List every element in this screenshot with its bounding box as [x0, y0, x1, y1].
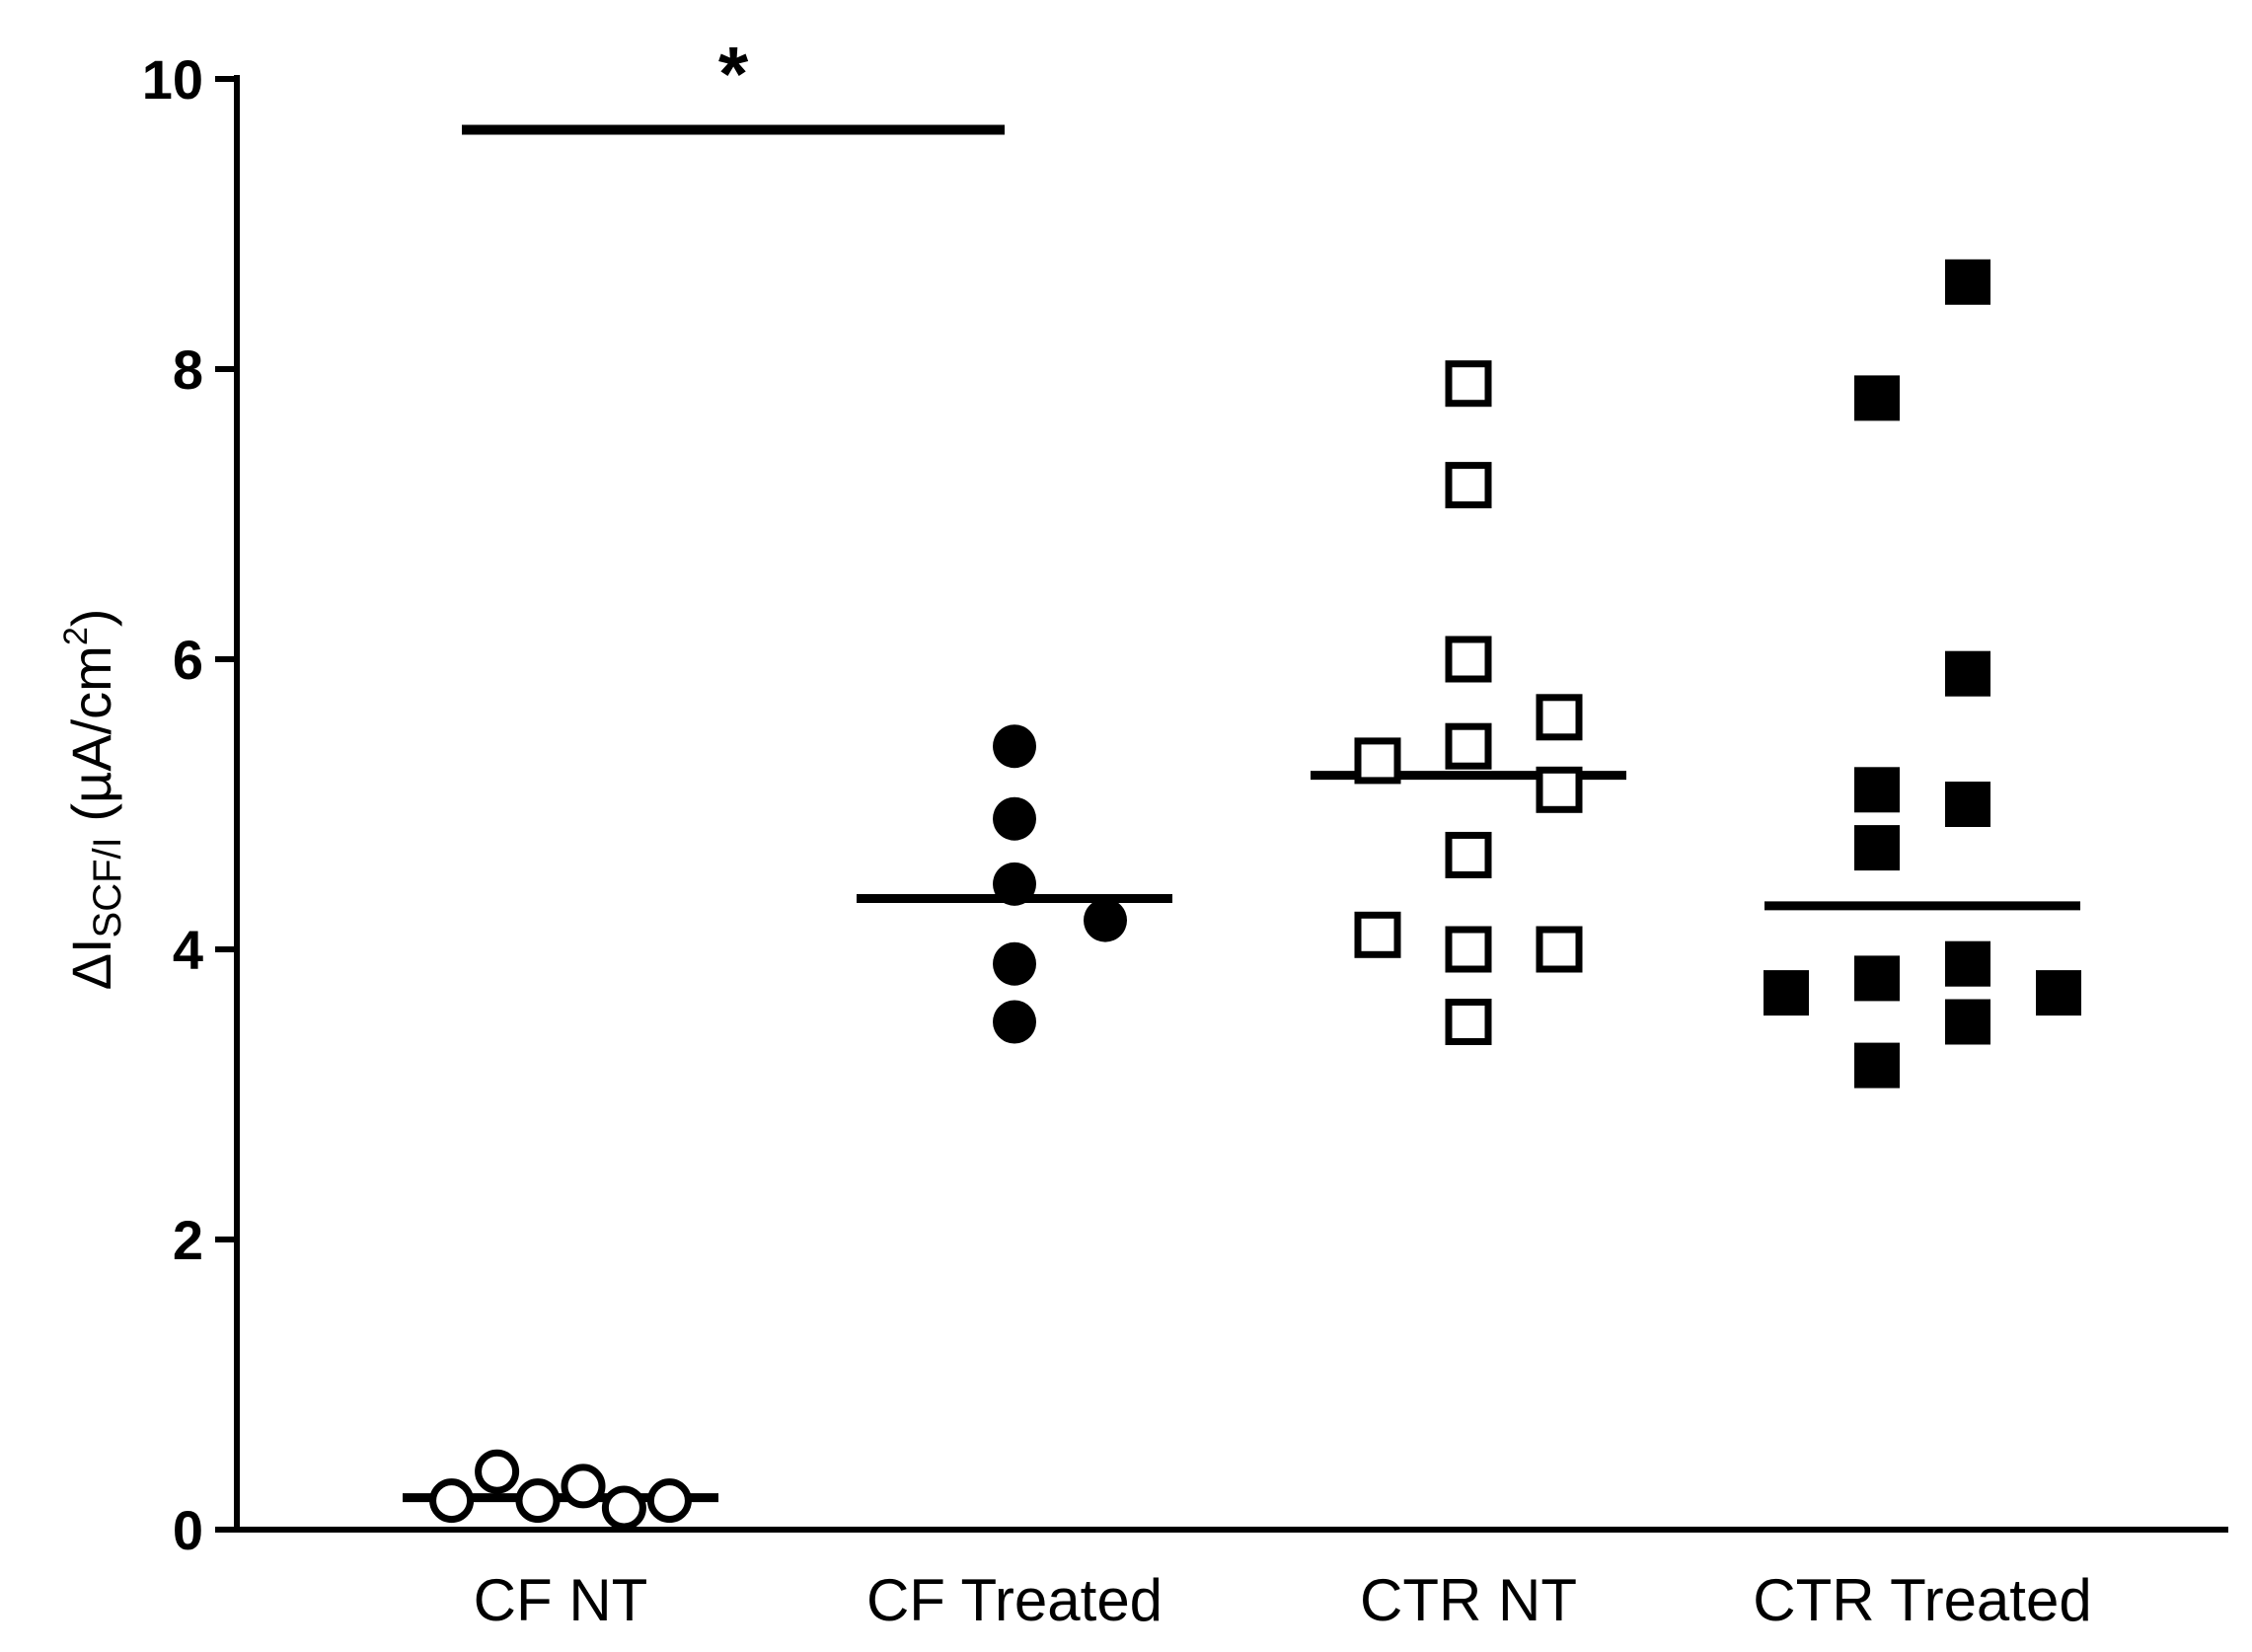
- y-tick-label: 8: [173, 338, 203, 401]
- mean-lines: [403, 771, 2080, 1503]
- significance-bracket: *: [462, 30, 1005, 135]
- data-point: [475, 1449, 520, 1494]
- data-point: [1854, 375, 1900, 421]
- data-point: [2036, 970, 2081, 1016]
- data-point: [1445, 999, 1492, 1045]
- y-axis-label-subscript: SCF/I: [86, 837, 129, 938]
- data-point: [993, 1000, 1036, 1044]
- y-tick-label: 10: [142, 48, 203, 111]
- data-point: [1764, 970, 1809, 1016]
- data-point: [1536, 694, 1583, 741]
- data-point: [601, 1485, 646, 1531]
- y-tick-label: 2: [173, 1209, 203, 1271]
- data-point: [1854, 825, 1900, 871]
- data-point: [993, 941, 1036, 986]
- data-point: [1445, 636, 1492, 683]
- data-point: [646, 1478, 692, 1524]
- data-point: [993, 796, 1036, 841]
- data-point: [561, 1464, 606, 1509]
- data-point: [1445, 722, 1492, 770]
- y-axis-label: ΔISCF/I (µA/cm2): [57, 609, 129, 991]
- data-point: [1854, 1042, 1900, 1089]
- data-point: [515, 1478, 561, 1524]
- y-axis-label-superscript: 2: [57, 627, 95, 645]
- data-point: [1945, 650, 1990, 697]
- y-axis: 0 2 4 6 8 10: [142, 48, 240, 1561]
- x-category-label: CTR Treated: [1753, 1567, 2091, 1633]
- significance-label: *: [718, 30, 749, 116]
- data-point: [1445, 462, 1492, 509]
- data-point: [1084, 898, 1127, 942]
- data-point: [1445, 360, 1492, 408]
- x-category-label: CF NT: [474, 1567, 648, 1633]
- x-axis: CF NT CF Treated CTR NT CTR Treated: [234, 1527, 2228, 1633]
- data-point: [1945, 940, 1990, 987]
- x-category-label: CF Treated: [866, 1567, 1163, 1633]
- data-point: [993, 862, 1036, 906]
- data-point: [993, 724, 1036, 769]
- data-point: [1945, 999, 1990, 1045]
- data-point: [1945, 259, 1990, 305]
- data-point: [429, 1478, 475, 1524]
- data-point: [1945, 782, 1990, 827]
- data-point: [1854, 955, 1900, 1002]
- data-point: [1854, 767, 1900, 813]
- data-points: [429, 259, 2081, 1531]
- data-point: [1536, 926, 1583, 973]
- data-point: [1354, 911, 1401, 958]
- data-point: [1354, 737, 1401, 785]
- data-point: [1445, 926, 1492, 973]
- data-point: [1536, 766, 1583, 813]
- y-axis-label-unit-close: ): [60, 609, 122, 628]
- y-tick-label: 4: [173, 919, 203, 981]
- y-axis-label-unit-open: (µA/cm: [60, 645, 122, 837]
- data-point: [1445, 831, 1492, 878]
- x-category-label: CTR NT: [1360, 1567, 1577, 1633]
- y-tick-label: 6: [173, 629, 203, 691]
- y-tick-label: 0: [173, 1499, 203, 1561]
- y-axis-label-prefix: ΔI: [60, 938, 122, 990]
